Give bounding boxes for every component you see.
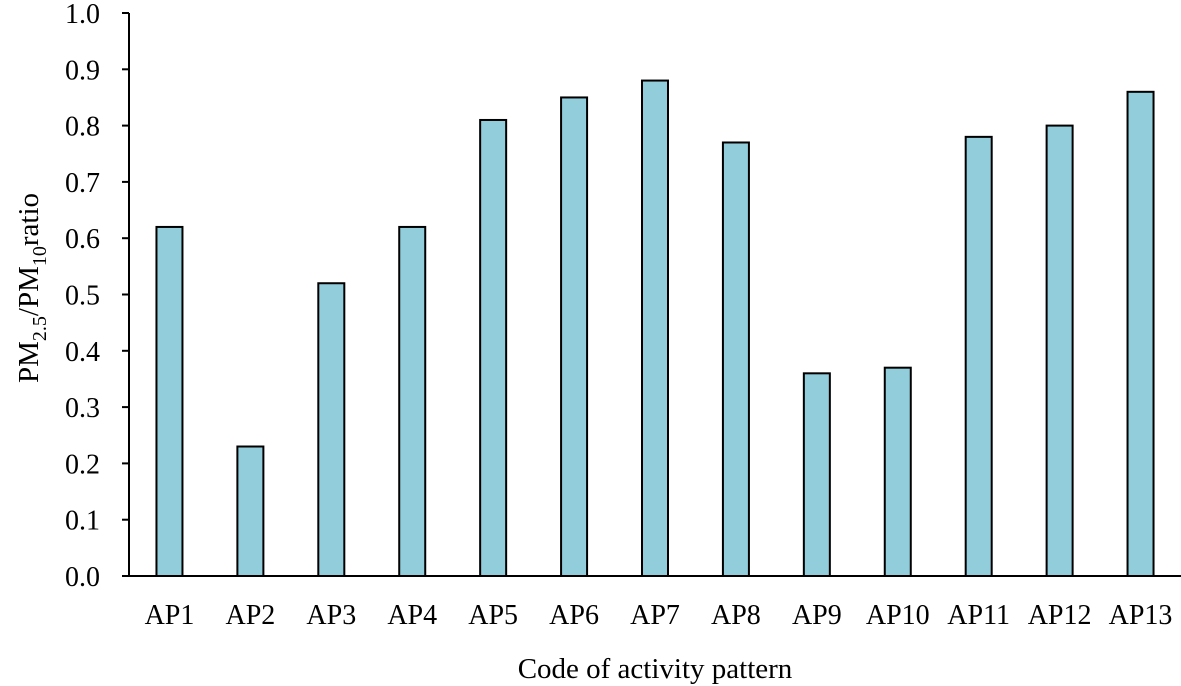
bar-ap11 [964,135,993,578]
x-category-label: AP6 [549,600,599,631]
y-tick-label: 0.8 [65,112,100,143]
bar-ap12 [1045,124,1074,577]
y-axis-title-sub2: 10 [29,246,51,266]
x-category-label: AP8 [711,600,761,631]
x-category-label: AP1 [145,600,195,631]
y-tick-label: 1.0 [65,0,100,30]
x-category-label: AP12 [1028,600,1092,631]
y-tick-label: 0.6 [65,224,100,255]
x-category-label: AP2 [225,600,275,631]
bar-ap2 [236,445,265,578]
y-axis-title-post: ratio [13,193,45,246]
bar-ap8 [721,141,750,578]
y-tick-label: 0.3 [65,393,100,424]
y-tick-label: 0.2 [65,449,100,480]
x-category-label: AP5 [468,600,518,631]
x-category-label: AP10 [866,600,930,631]
x-axis-category-labels: AP1 AP2 AP3 AP4 AP5 AP6 AP7 AP8 AP9 AP10 AP11 AP12 A… [145,600,1173,631]
x-category-label: AP11 [947,600,1010,631]
x-category-label: AP9 [792,600,842,631]
x-category-label: AP3 [306,600,356,631]
y-tick-label: 0.5 [65,281,100,312]
bar-ap13 [1126,90,1155,577]
bar-ap4 [398,225,427,577]
x-category-label: AP13 [1109,600,1173,631]
y-tick-label: 0.4 [65,337,100,368]
bar-ap10 [883,366,912,577]
y-tick-label: 0.0 [65,562,100,593]
y-axis-title-mid: /PM [13,266,45,316]
bar-ap7 [641,79,669,577]
bar-ap1 [155,225,184,577]
bar-ap3 [317,282,346,577]
bars [155,79,1155,578]
x-category-label: AP7 [630,600,680,631]
x-axis-title: Code of activity pattern [518,653,793,685]
bar-ap5 [479,118,508,577]
y-axis-title-sub1: 2.5 [29,316,51,341]
y-tick-label: 0.9 [65,55,100,86]
y-axis-ticks: 0.0 0.1 0.2 0.3 0.4 0.5 0.6 0.7 0.8 0.9 1.0 [65,0,129,593]
bar-ap9 [802,372,831,577]
y-axis-title: PM2.5/PM10ratio [13,193,51,383]
y-axis-title-pre: PM [13,341,45,383]
y-tick-label: 0.1 [65,506,100,537]
y-tick-label: 0.7 [65,168,100,199]
bar-ap6 [560,96,589,577]
x-category-label: AP4 [387,600,437,631]
